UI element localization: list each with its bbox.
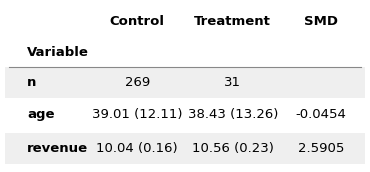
Text: 269: 269 <box>125 76 150 89</box>
Text: 10.04 (0.16): 10.04 (0.16) <box>97 142 178 155</box>
Text: revenue: revenue <box>27 142 88 155</box>
Text: 38.43 (13.26): 38.43 (13.26) <box>188 108 278 121</box>
Text: SMD: SMD <box>304 15 338 28</box>
Bar <box>5 133 365 164</box>
Text: age: age <box>27 108 55 121</box>
Text: Control: Control <box>110 15 165 28</box>
Text: Variable: Variable <box>27 46 89 59</box>
Text: n: n <box>27 76 37 89</box>
Text: 39.01 (12.11): 39.01 (12.11) <box>92 108 182 121</box>
Text: 10.56 (0.23): 10.56 (0.23) <box>192 142 274 155</box>
Text: 31: 31 <box>224 76 241 89</box>
Bar <box>5 67 365 98</box>
Text: 2.5905: 2.5905 <box>298 142 344 155</box>
Text: Treatment: Treatment <box>194 15 271 28</box>
Bar <box>5 100 365 130</box>
Text: -0.0454: -0.0454 <box>295 108 346 121</box>
